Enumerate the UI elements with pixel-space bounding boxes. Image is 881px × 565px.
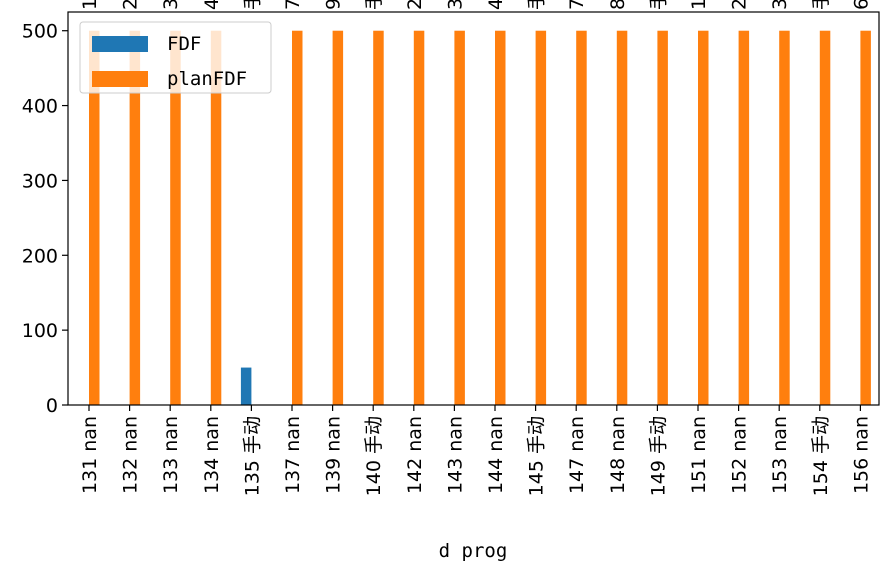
bar-fdf-4 xyxy=(240,367,252,405)
top-overflow-label: 2 xyxy=(729,0,751,10)
bar-planfdf-12 xyxy=(576,30,587,405)
x-tick-label: 131 nan xyxy=(79,416,101,494)
legend-label-planfdf: planFDF xyxy=(167,68,247,90)
bar-planfdf-14 xyxy=(657,30,668,405)
y-tick-label: 400 xyxy=(22,96,58,118)
top-overflow-label: 7 xyxy=(566,0,588,10)
x-tick-label: 144 nan xyxy=(485,416,507,494)
top-overflow-label: 手 xyxy=(810,0,832,10)
x-tick-label: 135 手动 xyxy=(241,416,263,496)
legend-label-fdf: FDF xyxy=(167,33,201,55)
x-tick-label: 137 nan xyxy=(282,416,304,494)
legend-swatch-fdf xyxy=(92,36,148,52)
x-tick-label: 143 nan xyxy=(444,416,466,494)
bar-planfdf-9 xyxy=(454,30,465,405)
top-overflow-label: 手 xyxy=(647,0,669,10)
y-axis-ticks: 0 100 200 300 400 500 xyxy=(22,21,68,417)
x-axis-ticks: 131 nan 132 nan 133 nan 134 nan 135 手动 137 na… xyxy=(79,405,872,496)
bar-planfdf-15 xyxy=(698,30,709,405)
y-tick-label: 0 xyxy=(46,395,58,417)
top-overflow-label: 1 xyxy=(79,0,101,10)
top-overflow-label: 4 xyxy=(201,0,223,10)
bar-planfdf-0 xyxy=(89,30,100,405)
bar-planfdf-11 xyxy=(535,30,547,405)
x-tick-label: 156 nan xyxy=(850,416,872,494)
x-tick-label: 153 nan xyxy=(769,416,791,494)
top-overflow-label: 3 xyxy=(769,0,791,10)
y-tick-label: 300 xyxy=(22,170,58,192)
legend: FDF planFDF xyxy=(79,21,272,94)
bar-planfdf-6 xyxy=(332,30,344,405)
bar-planfdf-13 xyxy=(616,30,628,405)
x-tick-label: 147 nan xyxy=(566,416,588,494)
top-overflow-label: 1 xyxy=(688,0,710,10)
x-tick-label: 140 手动 xyxy=(363,416,385,496)
bar-planfdf-3 xyxy=(210,30,222,405)
bar-planfdf-7 xyxy=(373,30,384,405)
x-tick-label: 134 nan xyxy=(201,416,223,494)
top-overflow-label: 2 xyxy=(120,0,142,10)
bars-layer xyxy=(89,30,871,405)
top-overflow-label: 8 xyxy=(607,0,629,10)
x-tick-label: 149 手动 xyxy=(647,416,669,496)
top-overflow-label: 手 xyxy=(526,0,548,10)
y-tick-label: 100 xyxy=(22,320,58,342)
x-tick-label: 132 nan xyxy=(120,416,142,494)
bar-planfdf-16 xyxy=(738,30,750,405)
top-overflow-label: 3 xyxy=(160,0,182,10)
bar-planfdf-2 xyxy=(170,30,181,405)
x-tick-label: 152 nan xyxy=(729,416,751,494)
top-overflow-labels: 1 2 3 4 手 7 9 手 2 3 4 手 7 8 手 1 2 3 手 6 xyxy=(79,0,872,10)
y-tick-label: 500 xyxy=(22,21,58,43)
top-overflow-label: 2 xyxy=(404,0,426,10)
x-tick-label: 145 手动 xyxy=(526,416,548,496)
top-overflow-label: 手 xyxy=(241,0,263,10)
bar-planfdf-5 xyxy=(292,30,303,405)
bar-planfdf-8 xyxy=(413,30,425,405)
legend-swatch-planfdf xyxy=(92,71,148,87)
x-tick-label: 133 nan xyxy=(160,416,182,494)
x-tick-label: 151 nan xyxy=(688,416,710,494)
bar-planfdf-18 xyxy=(819,30,831,405)
top-overflow-label: 手 xyxy=(363,0,385,10)
top-overflow-label: 6 xyxy=(850,0,872,10)
x-tick-label: 148 nan xyxy=(607,416,629,494)
y-tick-label: 200 xyxy=(22,245,58,267)
top-overflow-label: 4 xyxy=(485,0,507,10)
x-axis-label: d prog xyxy=(439,540,508,562)
x-tick-label: 154 手动 xyxy=(810,416,832,496)
bar-planfdf-19 xyxy=(860,30,871,405)
bar-planfdf-1 xyxy=(129,30,141,405)
top-overflow-label: 9 xyxy=(323,0,345,10)
top-overflow-label: 7 xyxy=(282,0,304,10)
x-tick-label: 139 nan xyxy=(323,416,345,494)
axes-layer xyxy=(67,11,880,406)
x-tick-label: 142 nan xyxy=(404,416,426,494)
top-overflow-label: 3 xyxy=(444,0,466,10)
bar-planfdf-17 xyxy=(779,30,790,405)
plot-frame xyxy=(67,11,880,406)
bar-planfdf-10 xyxy=(495,30,506,405)
